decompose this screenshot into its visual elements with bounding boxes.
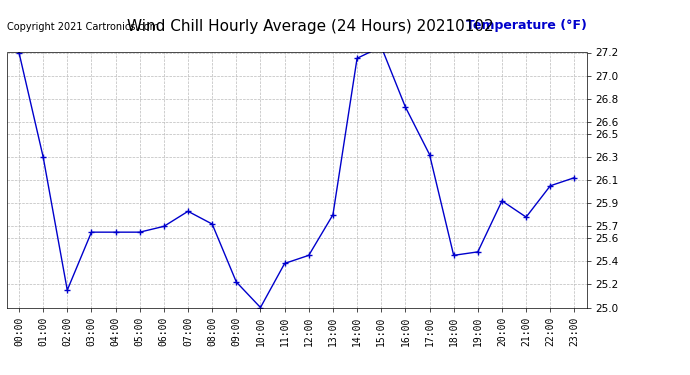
- Text: Copyright 2021 Cartronics.com: Copyright 2021 Cartronics.com: [7, 22, 159, 32]
- Text: Wind Chill Hourly Average (24 Hours) 20210102: Wind Chill Hourly Average (24 Hours) 202…: [127, 19, 494, 34]
- Text: Temperature (°F): Temperature (°F): [466, 19, 586, 32]
